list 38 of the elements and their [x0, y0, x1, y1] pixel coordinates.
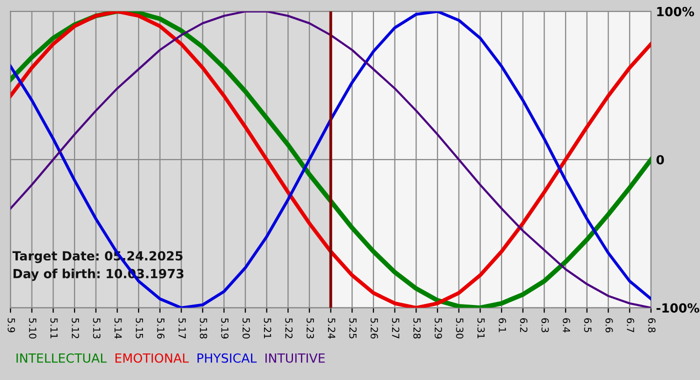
x-tick-label: 6.2 [520, 318, 528, 332]
y-tick-label: 100% [657, 6, 694, 16]
x-tick-label: 5.30 [456, 318, 464, 339]
x-tick-label: 5.13 [93, 318, 100, 338]
x-tick-label: 5.24 [328, 318, 336, 339]
x-tick-label: 5.25 [349, 318, 357, 338]
text: INTUITIVE [265, 354, 325, 363]
x-tick-label: 5.26 [370, 318, 378, 339]
x-tick-label: 6.4 [562, 318, 570, 332]
x-tick-label: 5.12 [72, 318, 80, 338]
x-tick-label: 5.19 [221, 318, 229, 338]
x-tick-label: 5.16 [157, 318, 164, 339]
x-tick-label: 5.27 [392, 318, 400, 338]
x-tick-label: 5.17 [178, 318, 186, 338]
x-tick-label: 5.22 [285, 318, 293, 338]
x-tick-label: 5.21 [264, 318, 272, 338]
x-tick-label: 5.20 [242, 318, 250, 339]
x-tick-label: 6.1 [498, 318, 506, 332]
text: PHYSICAL [198, 353, 257, 363]
x-tick-label: 5.28 [413, 318, 421, 339]
x-tick-label: 5.18 [200, 318, 208, 339]
x-tick-label: 6.3 [541, 318, 549, 332]
y-tick-label: -100% [656, 303, 700, 313]
x-tick-label: 6.8 [648, 318, 656, 332]
x-tick-label: 5.31 [477, 318, 485, 338]
x-tick-label: 5.9 [8, 318, 16, 332]
x-tick-label: 5.15 [136, 318, 144, 338]
x-tick-label: 5.29 [434, 318, 442, 338]
text: INTELLECTUAL [16, 353, 107, 363]
x-tick-label: 6.5 [584, 318, 592, 332]
x-tick-label: 5.10 [29, 318, 36, 339]
x-tick-label: 5.23 [306, 318, 314, 338]
text: EMOTIONAL [116, 353, 189, 363]
y-tick-label: 0 [656, 155, 664, 165]
x-tick-label: 6.7 [626, 318, 634, 332]
x-tick-label: 5.11 [50, 318, 58, 338]
x-tick-label: 5.14 [114, 318, 122, 339]
x-tick-label: 6.6 [605, 318, 613, 332]
